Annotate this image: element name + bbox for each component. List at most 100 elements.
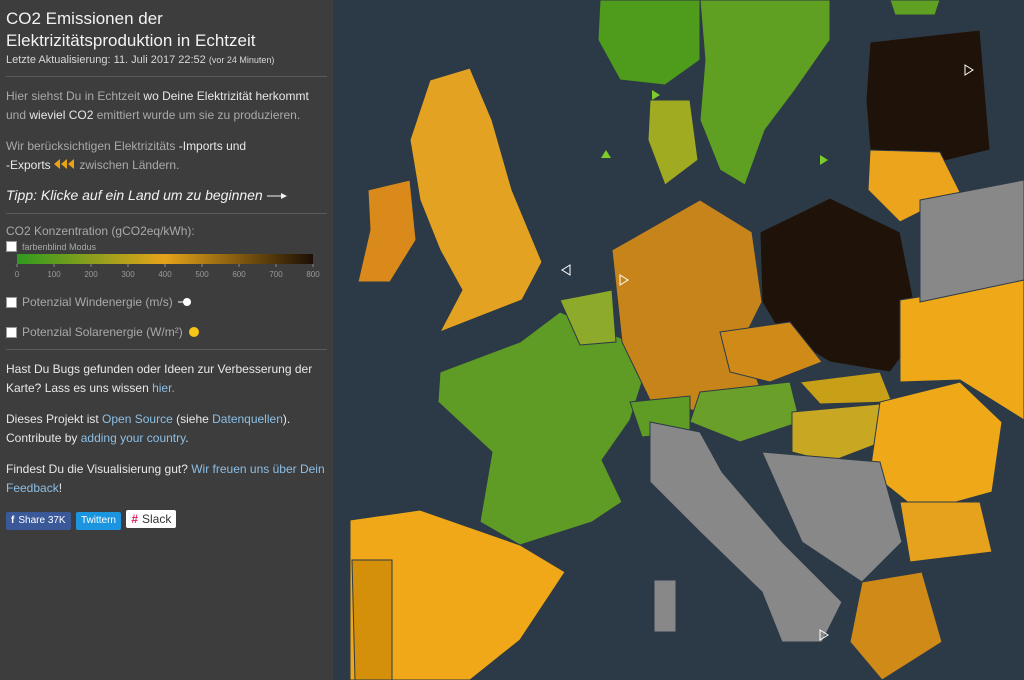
scale-tick-label: 0 xyxy=(15,270,20,279)
country[interactable] xyxy=(349,509,566,680)
country[interactable] xyxy=(889,0,941,16)
facebook-share[interactable]: f Share 37K xyxy=(6,511,71,530)
tip-text: Tipp: Klicke auf ein Land um zu beginnen xyxy=(6,187,263,203)
t: wo Deine Elektrizität herkommt xyxy=(143,89,309,103)
country[interactable] xyxy=(409,67,543,333)
color-scale: 0 100 200 300 400 500 600 700 800 xyxy=(15,254,320,279)
country[interactable] xyxy=(357,179,417,283)
fb-count: 37K xyxy=(47,515,66,526)
country[interactable] xyxy=(597,0,701,86)
slack-button[interactable]: # Slack xyxy=(126,510,177,528)
t: . xyxy=(171,381,175,395)
imports: Wir berücksichtigen Elektrizitäts -Impor… xyxy=(6,137,327,175)
t: ! xyxy=(58,481,63,495)
country[interactable] xyxy=(761,451,903,583)
t: und xyxy=(6,108,27,122)
flow-arrow xyxy=(652,90,660,100)
divider xyxy=(6,213,327,214)
country[interactable] xyxy=(791,403,883,463)
twitter-share[interactable]: Twittern xyxy=(75,511,121,530)
checkbox[interactable] xyxy=(6,241,17,252)
t: Hier siehst Du in Echtzeit xyxy=(6,89,141,103)
link[interactable]: hier xyxy=(152,381,172,395)
t: Wir berücksichtigen Elektrizitäts xyxy=(6,139,176,153)
checkbox[interactable] xyxy=(6,326,17,338)
tip: Tipp: Klicke auf ein Land um zu beginnen xyxy=(6,187,327,203)
t: zwischen Ländern. xyxy=(79,158,180,172)
flow-arrow xyxy=(819,629,829,641)
solar-toggle[interactable]: Potenzial Solarenergie (W/m²) xyxy=(6,325,327,339)
wind-label: Potenzial Windenergie (m/s) xyxy=(22,295,173,309)
checkbox[interactable] xyxy=(6,296,17,308)
flow-arrows xyxy=(561,64,974,641)
intro: Hier siehst Du in Echtzeit wo Deine Elek… xyxy=(6,87,327,125)
flow-arrow xyxy=(820,155,828,165)
share-row: f Share 37K Twittern # Slack xyxy=(6,510,327,530)
t: ). xyxy=(282,412,291,426)
scale-tick-label: 100 xyxy=(47,270,61,279)
link[interactable]: Datenquellen xyxy=(212,412,283,426)
country[interactable] xyxy=(699,0,831,186)
scale-label: CO2 Konzentration (gCO2eq/kWh): xyxy=(6,224,195,238)
wind-icon xyxy=(177,298,191,306)
opensource: Dieses Projekt ist Open Source (siehe Da… xyxy=(6,410,327,448)
link[interactable]: Wir freuen uns über Dein Feedback xyxy=(6,462,325,495)
bugs: Hast Du Bugs gefunden oder Ideen zur Ver… xyxy=(6,360,327,398)
flow-arrow xyxy=(619,274,629,286)
country[interactable] xyxy=(689,381,801,443)
scale-tick-label: 800 xyxy=(306,270,320,279)
wind-toggle[interactable]: Potenzial Windenergie (m/s) xyxy=(6,295,327,309)
divider xyxy=(6,349,327,350)
country[interactable] xyxy=(649,421,843,643)
scale-bar xyxy=(17,254,313,264)
country[interactable] xyxy=(899,501,993,563)
country[interactable] xyxy=(559,289,617,346)
country[interactable] xyxy=(647,99,699,186)
cb-label: farbenblind Modus xyxy=(22,241,97,252)
colorblind[interactable]: farbenblind Modus xyxy=(6,241,327,252)
link[interactable]: adding your country xyxy=(80,431,186,445)
scale-tick-label: 200 xyxy=(84,270,98,279)
map xyxy=(333,0,1024,680)
country[interactable] xyxy=(919,179,1024,303)
scale-tick-label: 600 xyxy=(232,270,246,279)
scale-tick-label: 300 xyxy=(121,270,135,279)
update-ago: (vor 24 Minuten) xyxy=(208,55,275,65)
link[interactable]: Open Source xyxy=(102,412,173,426)
country[interactable] xyxy=(849,571,943,680)
feedback: Findest Du die Visualisierung gut? Wir f… xyxy=(6,460,327,498)
t: emittiert wurde um sie zu produzieren. xyxy=(96,108,301,122)
t: Dieses Projekt ist xyxy=(6,412,99,426)
country[interactable] xyxy=(653,579,677,633)
solar-label: Potenzial Solarenergie (W/m²) xyxy=(22,325,183,339)
sun-icon xyxy=(188,327,199,337)
t: . xyxy=(185,431,189,445)
scale-tick-label: 700 xyxy=(269,270,283,279)
update-time: 11. Juli 2017 22:52 xyxy=(113,54,206,66)
t: (siehe xyxy=(176,412,209,426)
t: Findest Du die Visualisierung gut? xyxy=(6,462,188,476)
t: Hast Du Bugs gefunden oder Ideen zur Ver… xyxy=(6,362,313,395)
scale-tick-label: 400 xyxy=(158,270,172,279)
update: Letzte Aktualisierung: 11. Juli 2017 22:… xyxy=(6,54,327,66)
tw-label: Twittern xyxy=(80,515,116,526)
sidebar: CO2 Emissionen der Elektrizitätsprodukti… xyxy=(0,0,333,680)
t: wieviel CO2 xyxy=(29,108,94,122)
country[interactable] xyxy=(351,559,393,680)
country[interactable] xyxy=(719,321,823,383)
slack-label: Slack xyxy=(142,512,172,526)
t: -Exports xyxy=(6,158,51,172)
country[interactable] xyxy=(865,29,991,163)
flow-arrow xyxy=(964,64,974,76)
title: CO2 Emissionen der Elektrizitätsprodukti… xyxy=(6,9,256,50)
country[interactable] xyxy=(759,197,921,373)
t: -Imports und xyxy=(178,139,247,153)
fb-label: Share xyxy=(18,515,46,526)
t: Contribute by xyxy=(6,431,78,445)
arrow-icon xyxy=(266,193,287,199)
arrows-icon xyxy=(54,159,75,169)
divider xyxy=(6,76,327,77)
scale-tick-label: 500 xyxy=(195,270,209,279)
